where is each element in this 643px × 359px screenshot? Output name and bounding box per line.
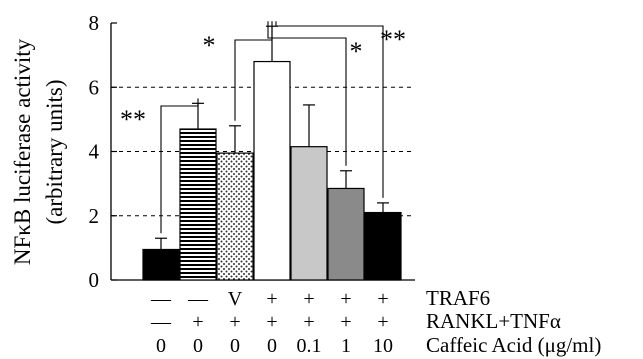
bar-1 — [142, 248, 180, 281]
condition-cell: + — [377, 288, 388, 310]
condition-cell: 0 — [156, 335, 166, 357]
bar-2 — [179, 128, 217, 281]
significance-brackets: *** * ** — [120, 21, 406, 234]
y-axis-label-line2: (arbitrary units) — [42, 80, 67, 225]
condition-cell: + — [266, 288, 277, 310]
y-tick-label: 8 — [89, 11, 100, 35]
error-bars — [155, 25, 389, 250]
condition-cell: + — [229, 311, 240, 333]
y-axis-label-line1: NFκB luciferase activity — [10, 38, 35, 265]
condition-cell: + — [303, 311, 314, 333]
y-tick-label: 4 — [89, 140, 100, 164]
condition-cell: + — [303, 288, 314, 310]
condition-cell: — — [150, 288, 172, 310]
condition-row-label: TRAF6 — [426, 286, 490, 310]
condition-cell: 10 — [373, 335, 393, 357]
y-tick-label: 0 — [89, 268, 100, 292]
condition-cell: 0 — [267, 335, 277, 357]
condition-cell: 0 — [193, 335, 203, 357]
condition-cell: — — [150, 311, 172, 333]
condition-cell: + — [377, 311, 388, 333]
significance-label-4: ** — [380, 25, 406, 54]
condition-row-label: RANKL+TNFα — [426, 309, 561, 333]
condition-cell: + — [192, 311, 203, 333]
bar-4 — [253, 60, 291, 281]
significance-bracket-4 — [275, 21, 384, 198]
condition-cell: 0.1 — [297, 335, 322, 357]
condition-row-label: Caffeic Acid (μg/ml) — [426, 333, 601, 357]
y-tick-label: 2 — [89, 204, 100, 228]
significance-label-2: * — [203, 31, 216, 60]
bar-6 — [327, 187, 365, 281]
condition-cell: V — [228, 288, 243, 310]
significance-label-3: * — [350, 37, 363, 66]
bar-3 — [216, 152, 254, 281]
significance-bracket-2 — [234, 21, 273, 121]
condition-cell: 0 — [230, 335, 240, 357]
bar-7 — [364, 211, 402, 281]
condition-cell: — — [187, 288, 209, 310]
condition-cell: + — [266, 311, 277, 333]
bars — [142, 60, 402, 281]
condition-cell: + — [340, 288, 351, 310]
condition-cell: + — [340, 311, 351, 333]
significance-label-1: ** — [120, 105, 146, 134]
significance-bracket-3 — [267, 21, 347, 166]
bar-5 — [290, 146, 328, 281]
significance-bracket-1 — [160, 98, 199, 234]
condition-cell: 1 — [341, 335, 351, 357]
y-tick-label: 6 — [89, 75, 100, 99]
